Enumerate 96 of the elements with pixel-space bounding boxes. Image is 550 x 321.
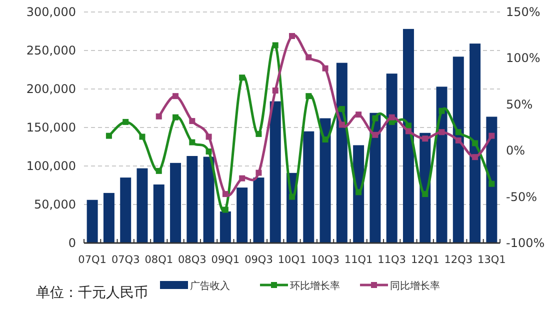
point <box>256 170 262 176</box>
point <box>306 54 312 60</box>
point <box>322 136 328 143</box>
y2-tick-label: 150% <box>506 5 540 19</box>
legend-label: 环比增长率 <box>290 280 340 292</box>
point <box>272 88 278 94</box>
bar <box>203 156 214 243</box>
point <box>488 180 495 187</box>
bar <box>86 200 98 243</box>
x-tick-label: 07Q3 <box>111 254 140 266</box>
point <box>338 106 345 112</box>
point <box>405 122 412 129</box>
y-tick-label: 0 <box>68 236 76 250</box>
bar <box>436 86 448 243</box>
bar <box>220 211 231 243</box>
point <box>239 74 246 81</box>
point <box>322 65 328 72</box>
bar <box>270 101 281 243</box>
point <box>388 114 395 120</box>
y-tick-label: 300,000 <box>26 5 76 19</box>
x-tick-label: 13Q1 <box>478 254 506 266</box>
point <box>106 132 112 139</box>
point <box>338 122 345 128</box>
point <box>172 114 179 120</box>
point <box>356 112 362 118</box>
bar <box>320 118 331 243</box>
point <box>356 189 362 196</box>
point <box>272 42 278 48</box>
point <box>372 132 378 138</box>
y-tick-label: 150,000 <box>26 120 76 134</box>
point <box>488 132 495 139</box>
x-tick-label: 10Q1 <box>278 254 306 266</box>
point <box>372 115 378 122</box>
x-tick-label: 12Q3 <box>444 254 473 266</box>
x-tick-label: 08Q3 <box>178 254 206 266</box>
legend-label: 同比增长率 <box>390 280 440 292</box>
x-tick-label: 11Q1 <box>344 254 373 266</box>
bar <box>470 44 481 243</box>
bar <box>153 184 164 243</box>
x-tick-label: 09Q1 <box>211 254 240 266</box>
y2-tick-label: 100% <box>506 51 540 66</box>
point <box>455 129 462 136</box>
point <box>472 140 478 146</box>
bar <box>136 168 148 243</box>
point <box>189 139 196 146</box>
bar <box>353 145 364 243</box>
bar <box>452 56 464 243</box>
x-tick-label: 10Q3 <box>311 254 340 266</box>
point <box>156 113 162 120</box>
x-tick-label: 08Q1 <box>144 254 174 266</box>
bar <box>486 116 498 243</box>
point <box>189 118 196 124</box>
y2-tick-label: 0% <box>506 144 526 158</box>
bar <box>103 192 114 243</box>
bar <box>120 178 132 243</box>
point <box>455 137 462 144</box>
bar <box>402 28 414 243</box>
point <box>156 168 162 174</box>
point <box>422 191 428 198</box>
point <box>139 134 146 140</box>
bar <box>253 178 264 243</box>
x-tick-label: 11Q3 <box>378 254 406 266</box>
y-tick-label: 250,000 <box>26 44 76 58</box>
bar <box>170 162 182 243</box>
point <box>405 128 412 134</box>
point <box>256 130 262 137</box>
bar <box>386 74 398 243</box>
point <box>239 175 246 182</box>
bar <box>186 156 198 243</box>
bar <box>336 62 348 243</box>
point <box>306 93 312 100</box>
point <box>222 191 228 198</box>
point <box>289 33 295 40</box>
point <box>289 194 295 200</box>
y2-tick-label: -50% <box>506 190 538 204</box>
point <box>438 129 445 136</box>
bar <box>303 131 314 243</box>
y-tick-label: 50,000 <box>34 198 76 212</box>
y2-tick-label: -100% <box>506 236 545 250</box>
point <box>172 93 179 100</box>
y2-tick-label: 50% <box>506 97 533 112</box>
x-tick-label: 09Q3 <box>244 254 273 266</box>
point <box>422 136 428 142</box>
bar <box>236 188 248 243</box>
point <box>206 134 212 140</box>
y-tick-label: 100,000 <box>26 159 76 173</box>
y-tick-label: 200,000 <box>26 82 76 96</box>
point <box>472 154 478 160</box>
point <box>438 108 445 114</box>
text: 单位：千元人民币 <box>36 285 148 301</box>
x-tick-label: 07Q1 <box>78 254 106 266</box>
point <box>222 206 228 213</box>
point <box>122 118 129 125</box>
x-tick-label: 12Q1 <box>410 254 440 266</box>
point <box>206 148 212 155</box>
legend-label: 广告收入 <box>190 280 230 292</box>
